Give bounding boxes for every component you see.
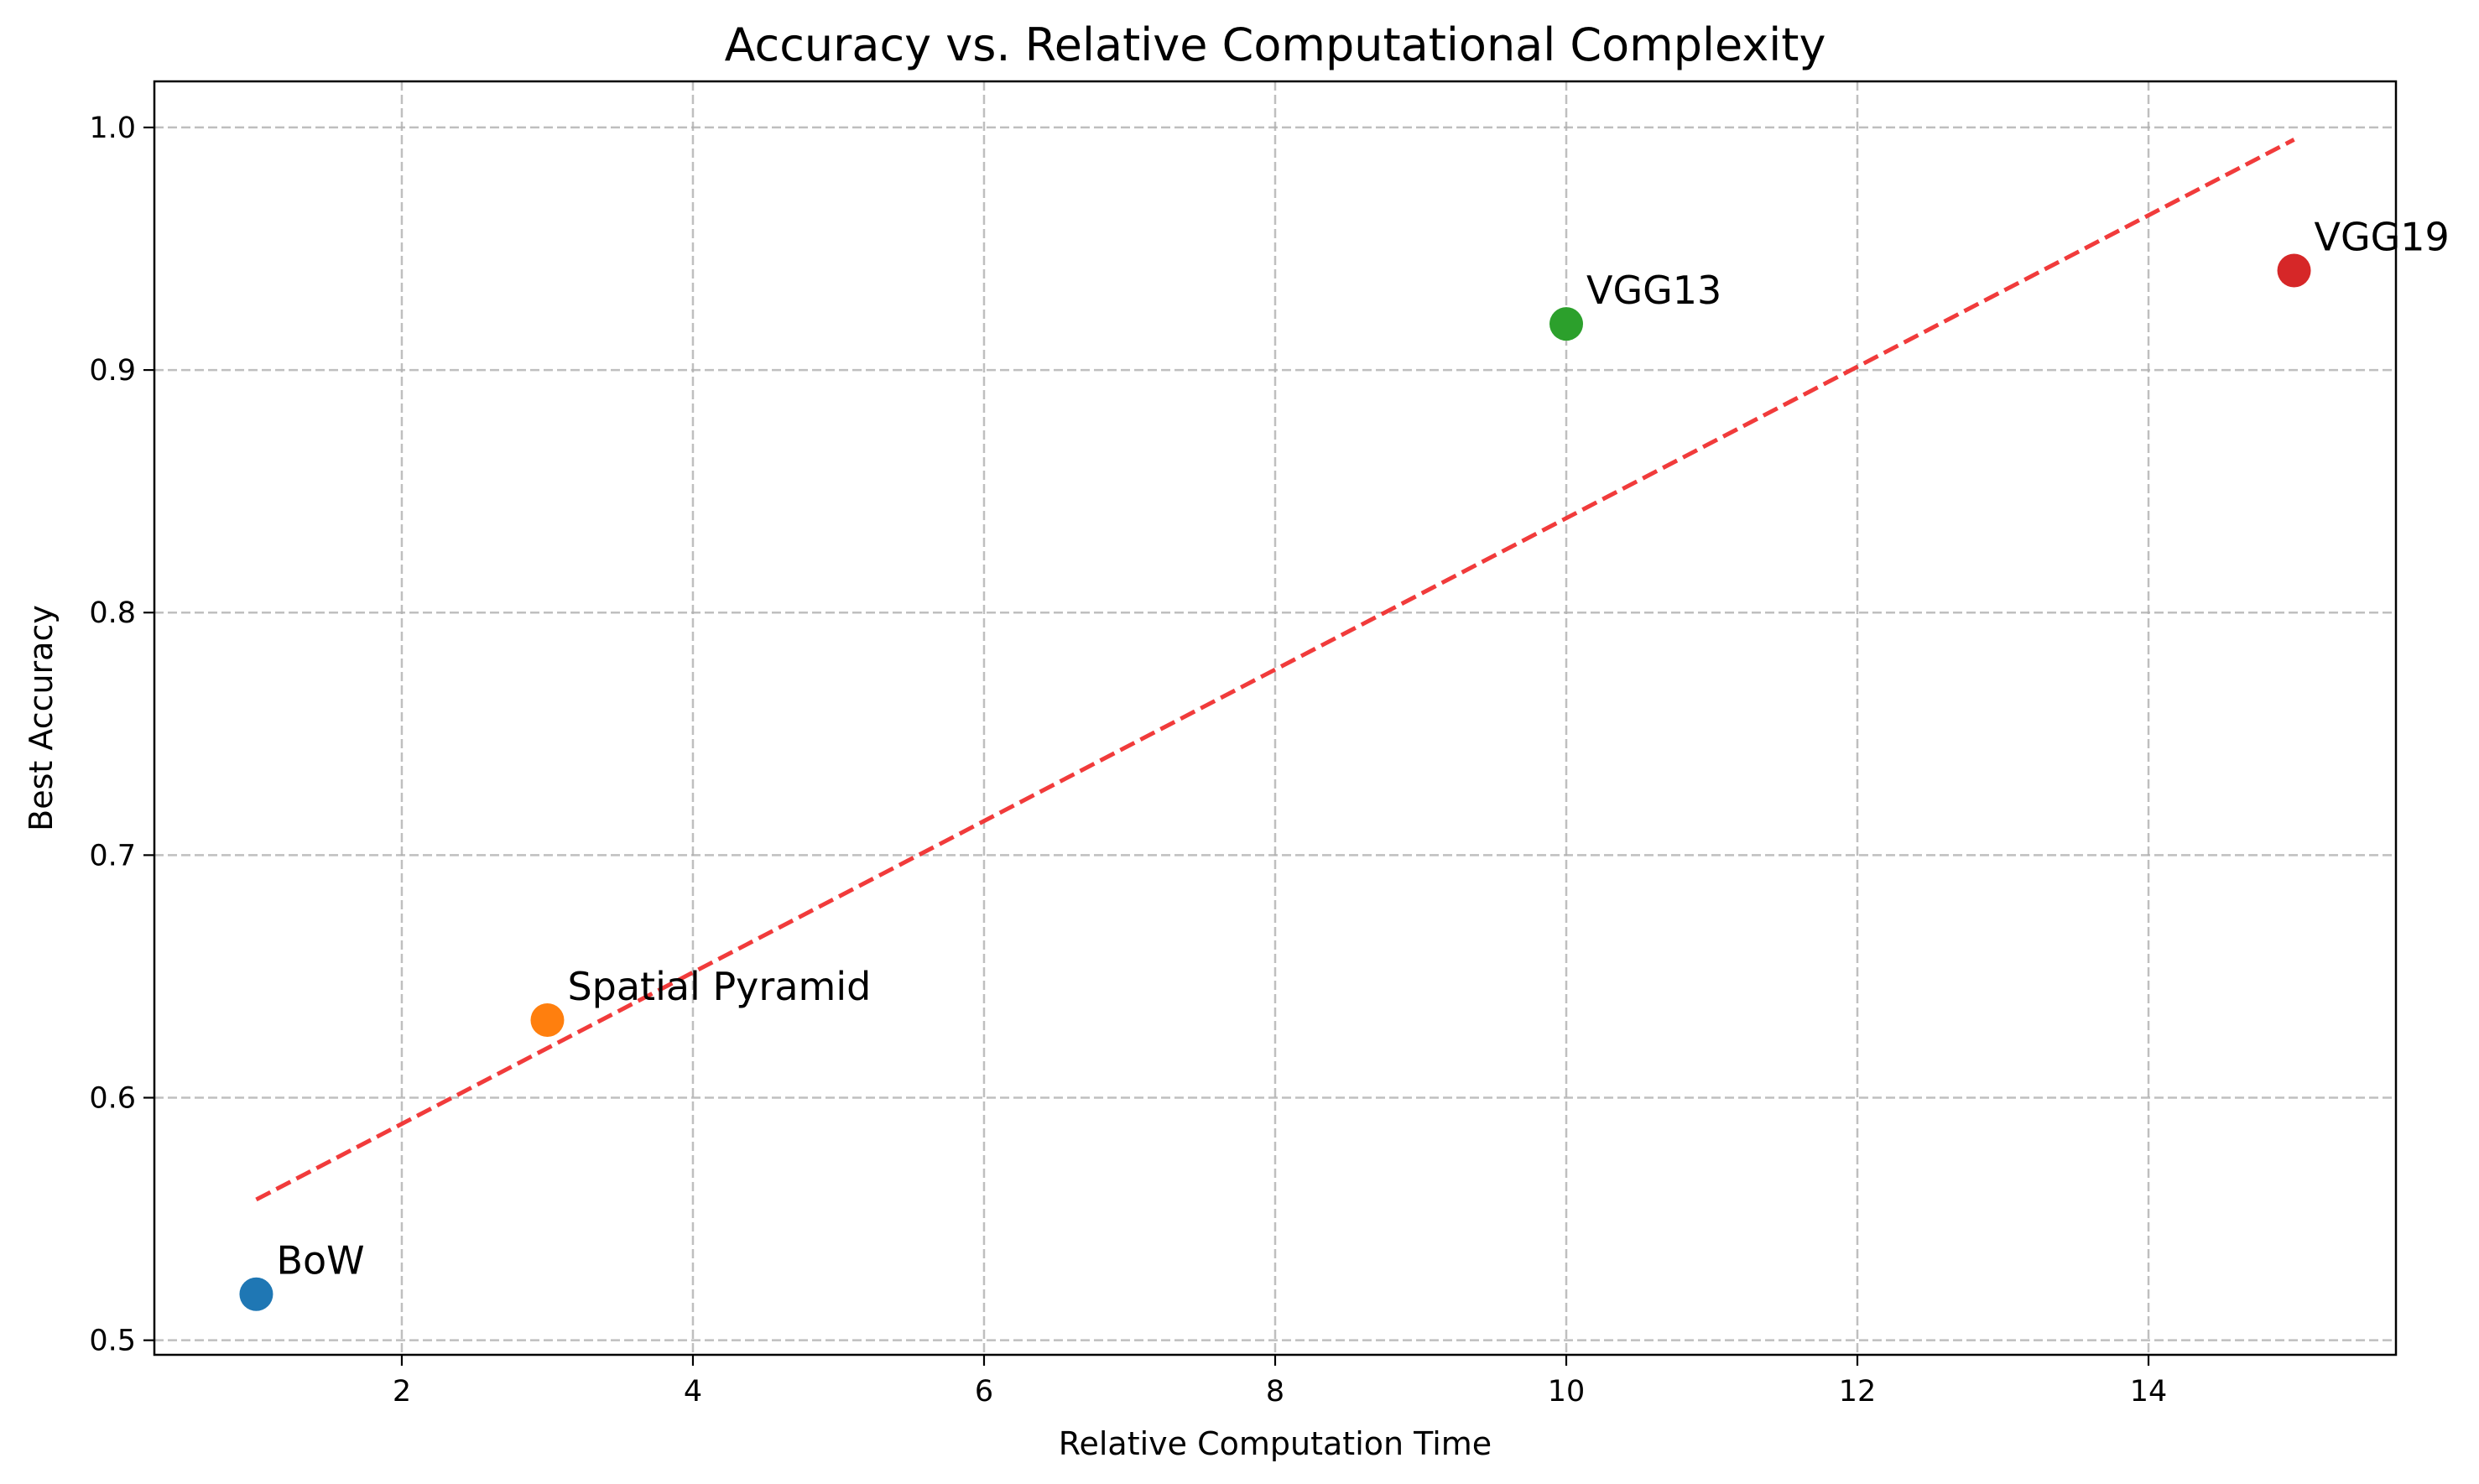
x-tick-label: 12 (1839, 1375, 1877, 1408)
data-point-bow (239, 1277, 273, 1311)
y-tick-label: 0.9 (89, 354, 136, 388)
chart-title: Accuracy vs. Relative Computational Comp… (725, 18, 1826, 71)
data-point-vgg19 (2277, 253, 2311, 288)
y-tick-label: 1.0 (89, 112, 136, 145)
y-tick-label: 0.5 (89, 1325, 136, 1358)
data-point-spatial-pyramid (530, 1002, 565, 1037)
x-tick-label: 8 (1266, 1375, 1284, 1408)
data-point-label: BoW (276, 1238, 364, 1284)
x-axis-label: Relative Computation Time (1059, 1425, 1492, 1462)
data-point-label: VGG19 (2315, 215, 2450, 260)
points-layer: BoW Spatial Pyramid VGG13 VGG19 (239, 215, 2450, 1311)
y-tick-label: 0.6 (89, 1082, 136, 1116)
trendline-layer (255, 138, 2295, 1202)
x-tick-label: 2 (393, 1375, 411, 1408)
ticks: 2 4 6 8 10 12 14 0.5 0.6 0.7 0.8 0.9 1.0 (89, 112, 2167, 1408)
x-tick-label: 10 (1548, 1375, 1586, 1408)
x-tick-label: 4 (684, 1375, 702, 1408)
y-tick-label: 0.7 (89, 839, 136, 872)
data-point-label: VGG13 (1586, 268, 1721, 313)
data-point-vgg13 (1549, 307, 1584, 341)
trend-line (255, 138, 2295, 1202)
data-point-label: Spatial Pyramid (567, 964, 871, 1009)
y-axis-label: Best Accuracy (23, 605, 60, 831)
grid (154, 81, 2396, 1355)
y-tick-label: 0.8 (89, 596, 136, 630)
x-tick-label: 6 (975, 1375, 993, 1408)
x-tick-label: 14 (2130, 1375, 2168, 1408)
